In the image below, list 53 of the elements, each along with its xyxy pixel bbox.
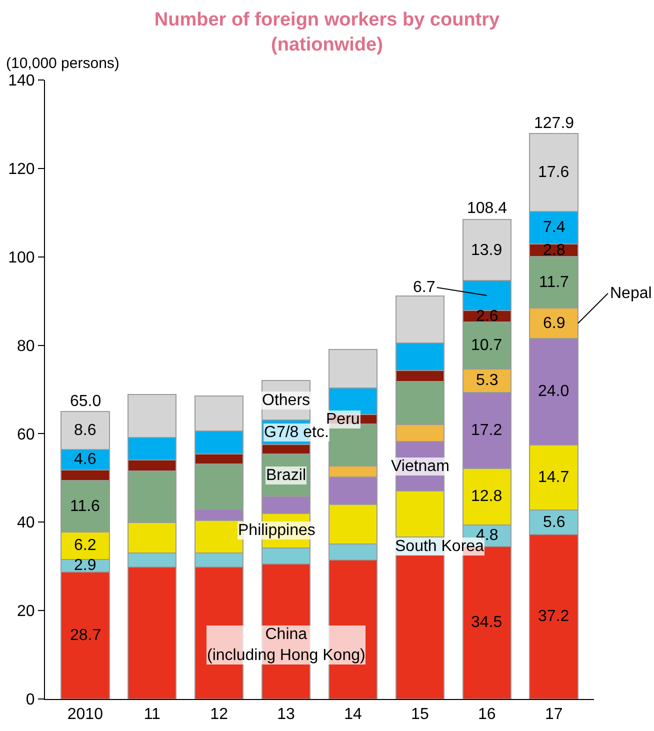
- data-label: 8.6: [74, 422, 96, 439]
- data-label: 17.6: [538, 164, 570, 181]
- y-tick-label: 100: [8, 249, 35, 266]
- data-label: 5.3: [476, 372, 498, 389]
- series-label: Peru: [326, 411, 360, 428]
- data-label: 12.8: [471, 488, 502, 505]
- data-label: 2.8: [543, 242, 566, 259]
- text: Nepal: [610, 285, 652, 302]
- series-label: South Korea: [395, 538, 484, 555]
- y-tick-label: 120: [8, 161, 35, 178]
- data-label: 11.6: [70, 498, 100, 515]
- data-label: 6.7: [413, 279, 436, 296]
- total-label: 65.0: [70, 393, 102, 410]
- series-label: Philippines: [238, 522, 316, 539]
- chart-title: Number of foreign workers by country (nationwide): [154, 10, 500, 56]
- series-label: Vietnam: [391, 458, 450, 475]
- x-tick-label: 16: [478, 706, 496, 724]
- x-tick-label: 14: [344, 706, 362, 724]
- data-label: 17.2: [471, 422, 502, 439]
- data-label: 7.4: [543, 219, 566, 236]
- x-tick-label: 17: [544, 706, 563, 724]
- data-label: 37.2: [538, 608, 570, 625]
- data-label: 28.7: [70, 627, 102, 644]
- data-label: 34.5: [471, 614, 502, 631]
- x-tick-label: 2010: [67, 706, 104, 724]
- y-tick-label: 0: [26, 692, 35, 709]
- data-label: 5.6: [543, 514, 566, 531]
- data-label: 6.2: [74, 537, 96, 554]
- data-label: 2.9: [74, 557, 96, 574]
- total-label: 108.4: [467, 200, 508, 217]
- data-label: 10.7: [471, 337, 502, 354]
- series-label: China (including Hong Kong): [207, 626, 366, 664]
- data-label: 2.6: [476, 308, 498, 325]
- series-label: G7/8 etc.: [264, 424, 329, 441]
- data-label: 24.0: [538, 383, 570, 400]
- data-label: 6.9: [543, 315, 566, 332]
- y-tick-label: 140: [8, 72, 35, 90]
- series-label: Others: [262, 392, 310, 409]
- total-label: 127.9: [534, 115, 574, 132]
- y-tick-label: 20: [17, 603, 35, 620]
- data-label: 4.6: [74, 451, 96, 468]
- y-axis-title: (10,000 persons): [6, 55, 120, 72]
- y-tick-label: 80: [17, 338, 35, 355]
- series-label: Brazil: [266, 467, 306, 484]
- y-tick-label: 40: [17, 514, 35, 532]
- y-tick-label: 60: [17, 426, 35, 444]
- x-tick-label: 13: [277, 706, 296, 724]
- x-tick-label: 15: [411, 706, 429, 724]
- data-label: 14.7: [538, 469, 570, 486]
- x-tick-label: 12: [210, 706, 228, 724]
- data-label: 11.7: [539, 274, 570, 291]
- data-label: 13.9: [471, 242, 502, 259]
- x-tick-label: 11: [144, 706, 161, 724]
